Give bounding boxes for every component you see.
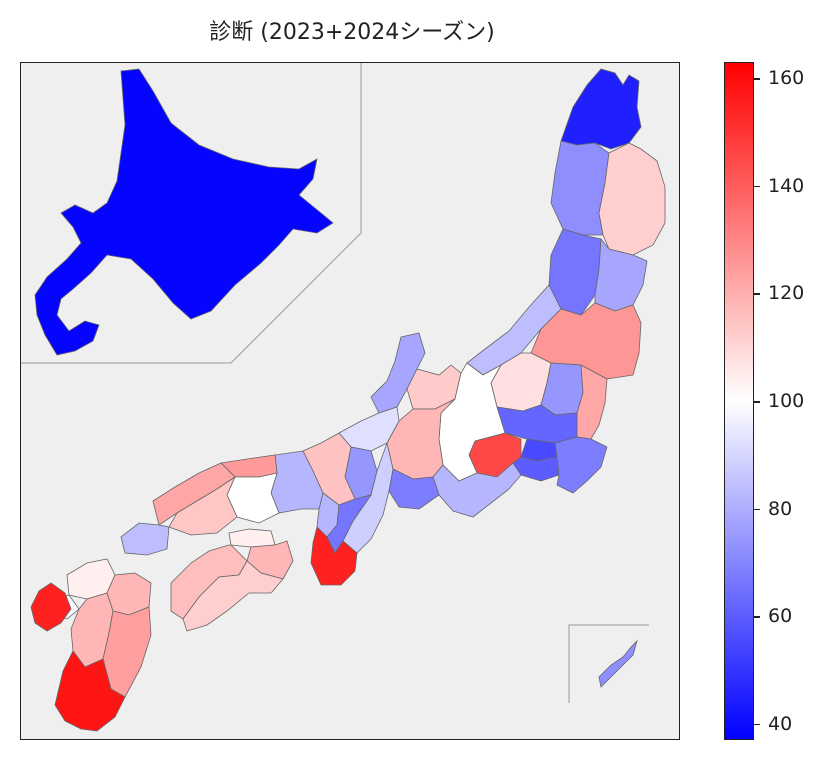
pref-yamaguchi [120,522,170,556]
pref-nagasaki [30,582,72,632]
pref-iwate [598,142,666,256]
colorbar-tick-mark [754,723,760,726]
pref-kagoshima [54,650,126,732]
colorbar-tick-mark [754,78,760,80]
colorbar-tick-label: 160 [768,67,805,90]
pref-saitama [496,404,578,444]
okinawa-inset-border [568,624,649,703]
colorbar-tick-mark [754,616,760,618]
colorbar-tick-mark [754,508,760,511]
pref-kochi [182,560,284,632]
pref-miyazaki [102,606,152,698]
chart-title: 診断 (2023+2024シーズン) [209,20,495,45]
pref-kagawa [228,528,276,548]
colorbar-tick-label: 100 [768,390,805,412]
hokkaido-inset-border [21,63,362,364]
colorbar [724,62,754,740]
japan-map [21,63,666,732]
colorbar-tick-label: 80 [768,497,793,520]
pref-wakayama [310,526,358,586]
colorbar-tick-label: 40 [768,712,793,735]
map-frame [20,62,680,740]
pref-aichi [388,468,440,510]
pref-aomori [560,68,642,150]
pref-hokkaido [34,68,334,356]
pref-yamagata [548,228,602,316]
pref-okinawa [598,639,638,688]
colorbar-tick-label: 120 [768,282,805,305]
colorbar-tick-label: 60 [768,605,793,628]
colorbar-tick-label: 140 [768,174,805,197]
colorbar-tick-mark [754,293,760,295]
pref-hiroshima [168,475,238,536]
colorbar-tick-mark [754,185,760,188]
colorbar-tick-mark [754,401,760,403]
pref-kanagawa [512,456,560,482]
pref-chiba [554,436,608,494]
